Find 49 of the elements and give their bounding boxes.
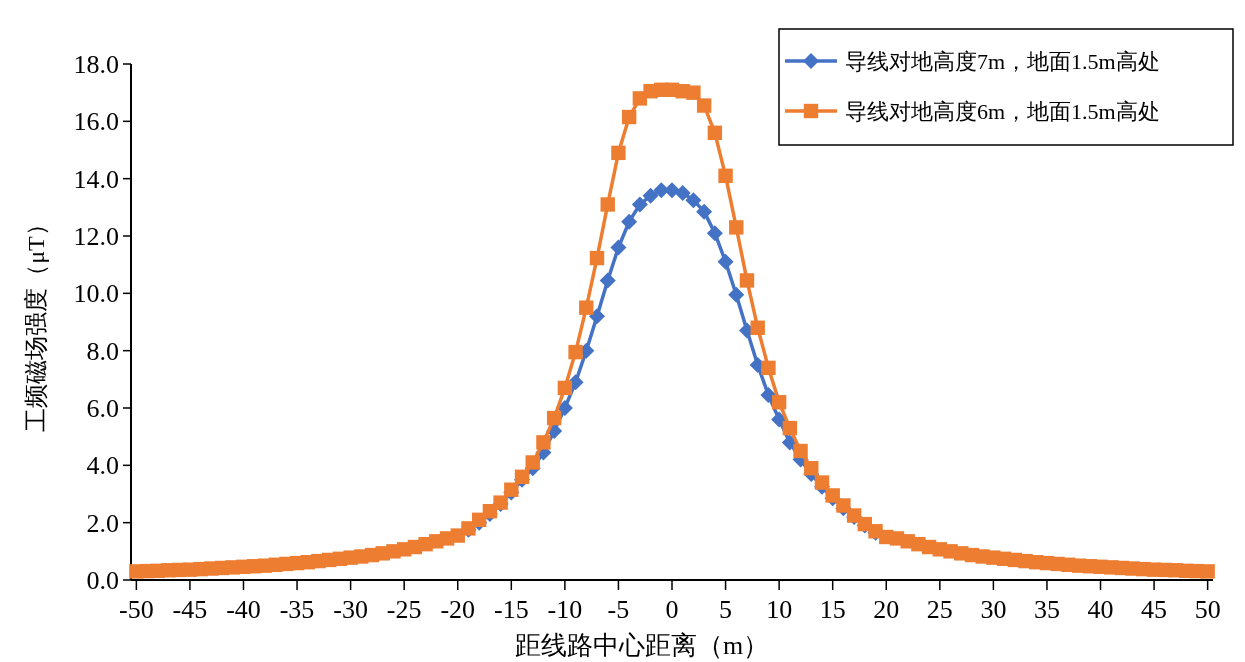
- y-tick-label: 4.0: [86, 451, 119, 481]
- x-tick-label: -15: [493, 595, 529, 624]
- y-tick-label: 10.0: [73, 279, 119, 309]
- point: [621, 213, 638, 230]
- x-tick-label: 5: [719, 595, 733, 624]
- point: [717, 253, 734, 270]
- x-tick-label: -20: [440, 595, 476, 624]
- x-axis-title: 距线路中心距离（m）: [514, 631, 770, 660]
- y-tick-label: 16.0: [73, 107, 119, 137]
- x-tick-label: -10: [547, 595, 583, 624]
- y-tick-label: 12.0: [73, 222, 119, 251]
- point: [728, 286, 745, 303]
- y-tick-label: 0.0: [86, 566, 119, 595]
- point: [631, 196, 648, 213]
- point: [610, 239, 627, 256]
- x-tick-label: 40: [1087, 595, 1114, 624]
- x-tick-label: -50: [119, 595, 154, 624]
- point: [589, 308, 606, 325]
- x-tick-label: 30: [980, 595, 1007, 624]
- point: [685, 192, 702, 209]
- point: [696, 203, 713, 220]
- y-tick-label: 2.0: [86, 508, 119, 538]
- y-tick-label: 18.0: [73, 50, 119, 79]
- x-tick-label: 15: [819, 595, 846, 624]
- point: [642, 187, 659, 204]
- x-tick-label: -45: [172, 595, 208, 624]
- x-tick-label: -5: [607, 595, 630, 624]
- x-tick-label: 10: [766, 595, 793, 624]
- y-tick-label: 6.0: [86, 394, 119, 423]
- x-tick-label: 35: [1033, 595, 1060, 624]
- point: [599, 272, 616, 289]
- point: [674, 185, 691, 201]
- point: [760, 387, 777, 404]
- x-tick-label: 0: [665, 595, 679, 624]
- x-tick-label: -25: [386, 595, 422, 624]
- x-tick-label: -30: [333, 595, 368, 624]
- point: [706, 225, 723, 242]
- point: [664, 182, 680, 199]
- x-tick-label: -35: [279, 595, 315, 624]
- x-tick-label: 50: [1194, 595, 1221, 624]
- y-axis-title: 工频磁场强度（μT）: [23, 212, 49, 432]
- legend-label: 导线对地高度7m，地面1.5m高处: [845, 49, 1160, 74]
- x-tick-label: 25: [926, 595, 953, 624]
- x-tick-label: 20: [873, 595, 900, 624]
- y-tick-label: 14.0: [73, 164, 119, 194]
- y-tick-label: 8.0: [86, 336, 119, 366]
- x-tick-label: 45: [1141, 595, 1168, 624]
- legend-label: 导线对地高度6m，地面1.5m高处: [845, 99, 1160, 124]
- x-tick-label: -40: [226, 595, 261, 624]
